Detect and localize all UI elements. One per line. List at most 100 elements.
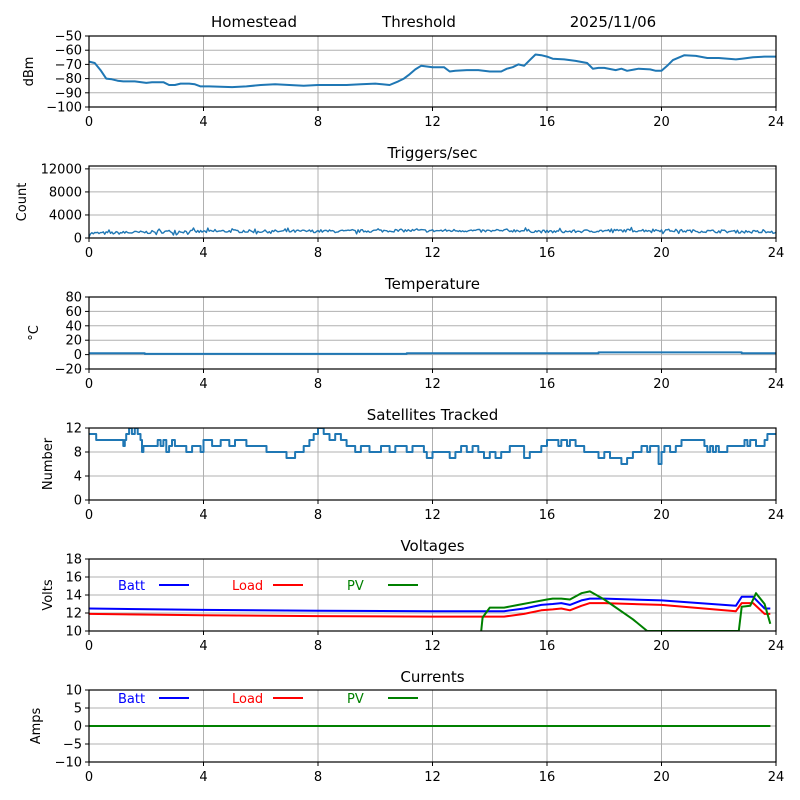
ytick-label: 16	[65, 571, 82, 586]
xtick-label: 0	[85, 377, 93, 392]
xtick-label: 24	[768, 115, 785, 130]
xtick-label: 24	[768, 246, 785, 261]
xtick-label: 24	[768, 377, 785, 392]
header-station-name: Homestead	[211, 13, 297, 31]
xtick-label: 20	[653, 246, 670, 261]
panel-rssi: 0 4 8 12 16 20 24 −100−90−80−70−60−50 dBm	[22, 30, 784, 131]
xtick-label: 20	[653, 639, 670, 654]
series-line-temperature-temperature	[89, 351, 776, 355]
xtick-label: 20	[653, 377, 670, 392]
ytick-label: 8	[74, 446, 82, 461]
legend-label-load: Load	[232, 579, 263, 594]
ytick-label: 80	[65, 291, 82, 306]
xtick-label: 4	[199, 246, 207, 261]
xtick-label: 12	[424, 770, 441, 785]
series-line-voltages-batt	[89, 595, 771, 613]
xtick-label: 12	[424, 246, 441, 261]
ylabel-voltages: Volts	[41, 579, 56, 611]
xtick-label: 4	[199, 639, 207, 654]
ytick-label: 0	[74, 494, 82, 509]
ytick-label: −90	[55, 86, 82, 101]
xtick-label: 0	[85, 508, 93, 523]
xtick-label: 24	[768, 508, 785, 523]
xtick-label: 12	[424, 377, 441, 392]
xtick-label: 4	[199, 377, 207, 392]
ytick-label: 0	[74, 232, 82, 247]
series-line-satellites-satellites	[89, 428, 776, 465]
legend-label-batt: Batt	[118, 579, 145, 594]
xtick-label: 0	[85, 115, 93, 130]
xtick-label: 0	[85, 770, 93, 785]
title-currents: Currents	[400, 668, 464, 686]
xtick-label: 4	[199, 115, 207, 130]
xtick-label: 16	[539, 639, 556, 654]
legend-label-load: Load	[232, 692, 263, 707]
xtick-label: 4	[199, 508, 207, 523]
xtick-label: 24	[768, 770, 785, 785]
ytick-label: 18	[65, 553, 82, 568]
ytick-label: −80	[55, 72, 82, 87]
panel-voltages: Batt Load PV 0 4 8 12 16 20 24 10 12 14 16 18 Volts Volt…	[41, 537, 784, 654]
ytick-label: 10	[65, 684, 82, 699]
xtick-label: 12	[424, 115, 441, 130]
ytick-label: 8000	[49, 185, 82, 200]
ytick-label: 60	[65, 305, 82, 320]
xtick-label: 16	[539, 377, 556, 392]
ytick-label: 5	[74, 702, 82, 717]
xtick-label: 20	[653, 770, 670, 785]
ylabel-satellites: Number	[41, 437, 56, 490]
ytick-label: 12	[65, 422, 82, 437]
xtick-label: 8	[314, 770, 322, 785]
series-line-voltages-load	[89, 602, 771, 618]
ytick-label: 10	[65, 625, 82, 640]
ytick-label: 4	[74, 470, 82, 485]
ytick-label: −60	[55, 44, 82, 59]
ylabel-triggers: Count	[15, 183, 30, 222]
title-voltages: Voltages	[400, 537, 464, 555]
xtick-label: 16	[539, 115, 556, 130]
xtick-label: 0	[85, 246, 93, 261]
title-temperature: Temperature	[384, 275, 480, 293]
ytick-label: −100	[46, 101, 82, 116]
xtick-label: 8	[314, 115, 322, 130]
series-line-triggers-triggers	[89, 226, 776, 238]
xtick-label: 8	[314, 508, 322, 523]
ylabel-rssi: dBm	[22, 57, 37, 87]
xtick-label: 4	[199, 770, 207, 785]
panel-currents: Batt Load PV 0 4 8 12 16 20 24 −10 −5 0 5 10 Amps Curren…	[29, 668, 784, 785]
title-triggers: Triggers/sec	[387, 144, 478, 162]
title-satellites: Satellites Tracked	[367, 406, 498, 424]
ytick-label: 20	[65, 334, 82, 349]
xtick-label: 12	[424, 508, 441, 523]
legend-label-pv: PV	[347, 692, 364, 707]
ytick-label: −70	[55, 58, 82, 73]
series-line-rssi-rssi	[89, 53, 776, 89]
xtick-label: 24	[768, 639, 785, 654]
xtick-label: 8	[314, 246, 322, 261]
ytick-label: −50	[55, 30, 82, 45]
ytick-label: 12000	[41, 162, 82, 177]
xtick-label: 16	[539, 770, 556, 785]
xtick-label: 16	[539, 508, 556, 523]
legend-label-pv: PV	[347, 579, 364, 594]
ytick-label: 4000	[49, 208, 82, 223]
ytick-label: 12	[65, 607, 82, 622]
ylabel-temperature: °C	[27, 325, 42, 341]
xtick-label: 20	[653, 115, 670, 130]
ytick-label: 0	[74, 720, 82, 735]
ytick-label: 40	[65, 319, 82, 334]
panel-triggers: 0 4 8 12 16 20 24 0 4000 8000 12000 Count Triggers/s…	[15, 144, 784, 261]
panel-satellites: 0 4 8 12 16 20 24 0 4 8 12 Number Satellites Tracked	[41, 406, 784, 523]
header-mode: Threshold	[381, 13, 456, 31]
ytick-label: 0	[74, 348, 82, 363]
ytick-label: −5	[63, 738, 82, 753]
xtick-label: 20	[653, 508, 670, 523]
xtick-label: 12	[424, 639, 441, 654]
series-line-voltages-pv	[480, 590, 772, 631]
xtick-label: 0	[85, 639, 93, 654]
ytick-label: −20	[55, 363, 82, 378]
header-date: 2025/11/06	[570, 13, 656, 31]
xtick-label: 8	[314, 639, 322, 654]
